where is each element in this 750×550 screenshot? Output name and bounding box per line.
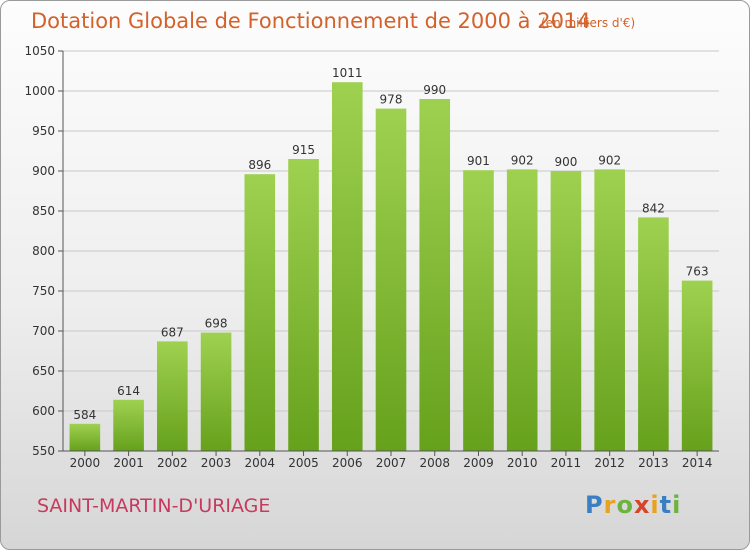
bar [375, 108, 407, 451]
x-tick-label: 2005 [288, 456, 319, 470]
bar [69, 423, 101, 451]
data-label: 1011 [332, 66, 363, 80]
data-label: 915 [292, 143, 315, 157]
y-tick-label: 750 [32, 284, 55, 298]
commune-name: SAINT-MARTIN-D'URIAGE [37, 495, 271, 517]
chart-subtitle: (en milliers d'€) [541, 16, 636, 30]
x-tick-label: 2002 [157, 456, 188, 470]
x-tick-label: 2014 [682, 456, 713, 470]
y-tick-label: 550 [32, 444, 55, 458]
data-label: 900 [554, 155, 577, 169]
x-tick-label: 2006 [332, 456, 363, 470]
x-tick-label: 2004 [245, 456, 276, 470]
x-tick-label: 2011 [551, 456, 582, 470]
y-tick-label: 700 [32, 324, 55, 338]
bar [419, 99, 451, 451]
y-tick-label: 600 [32, 404, 55, 418]
bar [638, 217, 669, 451]
bar [157, 341, 188, 451]
data-label: 902 [511, 153, 534, 167]
data-label: 990 [423, 83, 446, 97]
x-tick-label: 2001 [113, 456, 144, 470]
bar [288, 159, 319, 451]
data-label: 896 [248, 158, 271, 172]
bar [681, 280, 713, 451]
y-tick-label: 800 [32, 244, 55, 258]
y-tick-label: 1050 [24, 44, 55, 58]
bar [594, 169, 625, 451]
x-tick-label: 2009 [463, 456, 494, 470]
data-label: 902 [598, 153, 621, 167]
bar [550, 171, 582, 451]
x-tick-label: 2003 [201, 456, 232, 470]
data-label: 584 [73, 408, 96, 422]
y-tick-label: 900 [32, 164, 55, 178]
y-tick-label: 950 [32, 124, 55, 138]
data-label: 687 [161, 325, 184, 339]
bar [113, 399, 144, 451]
bar [331, 82, 363, 451]
chart-title: Dotation Globale de Fonctionnement de 20… [31, 9, 591, 33]
x-tick-label: 2013 [638, 456, 669, 470]
data-label: 901 [467, 154, 490, 168]
data-label: 698 [205, 317, 228, 331]
bar [506, 169, 538, 451]
data-label: 614 [117, 384, 140, 398]
y-tick-label: 850 [32, 204, 55, 218]
y-tick-label: 1000 [24, 84, 55, 98]
x-tick-label: 2008 [419, 456, 450, 470]
x-tick-label: 2010 [507, 456, 538, 470]
data-label: 978 [380, 93, 403, 107]
data-label: 842 [642, 201, 665, 215]
data-label: 763 [686, 265, 709, 279]
x-tick-label: 2012 [594, 456, 625, 470]
bar [463, 170, 494, 451]
x-tick-label: 2007 [376, 456, 407, 470]
bar [200, 332, 232, 451]
x-tick-label: 2000 [70, 456, 101, 470]
bar [244, 174, 276, 451]
proxiti-logo: Proxiti [585, 491, 682, 519]
y-tick-label: 650 [32, 364, 55, 378]
